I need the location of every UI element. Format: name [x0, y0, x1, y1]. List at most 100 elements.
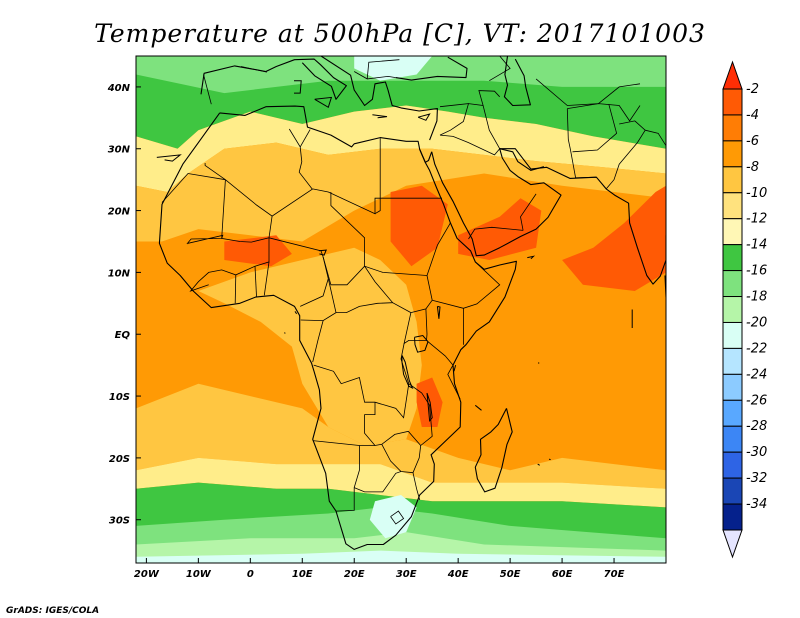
border-line: [468, 226, 524, 240]
colorbar-bin: [722, 244, 743, 272]
border-line: [410, 275, 433, 313]
x-tick-label: 50E: [500, 569, 521, 580]
y-tick-label: 10S: [109, 392, 130, 403]
border-line: [234, 274, 237, 304]
y-tick-label: 10N: [108, 268, 131, 279]
cyprus-island: [417, 113, 431, 121]
field-region-sahara-light-orange: [136, 142, 666, 242]
x-tick-label: 60E: [552, 569, 573, 580]
balkans-turkey-coast: [320, 56, 438, 141]
y-axis: 40N 30N 20N 10N EQ 10S 20S 30S: [107, 83, 141, 527]
madagascar-coast: [474, 408, 513, 493]
colorbar-top-arrow: [722, 60, 743, 90]
border-line: [374, 138, 381, 215]
islands: [120, 80, 633, 466]
map-frame: [135, 55, 667, 564]
y-tick-label: 20S: [109, 454, 130, 465]
border-line: [535, 78, 641, 106]
colorbar-label: -8: [746, 160, 759, 175]
reunion-island: [537, 463, 540, 466]
y-tick-label: EQ: [115, 330, 131, 341]
border-line: [225, 179, 442, 217]
cape-verde-island: [120, 229, 130, 241]
sicily-island: [314, 96, 333, 109]
red-sea-sinai-coast: [419, 149, 433, 163]
border-line: [288, 128, 313, 190]
colorbar-label: -18: [746, 290, 767, 305]
colorbar-label: -22: [746, 341, 767, 356]
sri-lanka-coast: [664, 273, 666, 298]
field-region-south-atlantic-light-orange: [136, 383, 666, 489]
colorbar-bin: [722, 373, 743, 401]
mediterranean-north-coast: [200, 58, 347, 100]
colorbar-label: -12: [746, 212, 767, 227]
colorbar-bin: [722, 114, 743, 142]
colorbar-label: -32: [746, 471, 767, 486]
sao-tome-island: [284, 332, 286, 334]
colorbar-bin: [722, 477, 743, 505]
country-borders: [161, 56, 666, 525]
border-line: [189, 237, 270, 292]
border-line: [299, 129, 311, 148]
border-line: [364, 402, 376, 446]
x-tick-label: 20E: [344, 569, 365, 580]
border-line: [400, 343, 433, 446]
colorbar-label: -20: [746, 315, 767, 330]
colorbar-bin: [722, 166, 743, 194]
colorbar-label: -2: [746, 82, 759, 97]
border-line: [327, 278, 393, 314]
colorbar-label: -24: [746, 367, 767, 382]
colorbar-bin: [722, 140, 743, 168]
border-line: [403, 312, 427, 345]
lake-victoria: [414, 334, 429, 353]
field-region-south-pale-band: [136, 457, 666, 508]
colorbar-bin: [722, 503, 743, 531]
field-region-india-hot-spot: [562, 185, 666, 291]
colorbar-label: -10: [746, 186, 767, 201]
colorbar-bin: [722, 425, 743, 453]
black-sea-coast: [395, 56, 468, 81]
colorbar-bin: [722, 321, 743, 349]
border-line: [468, 103, 501, 149]
sardinia-island: [294, 80, 302, 94]
border-line: [381, 444, 422, 474]
x-tick-label: 10W: [186, 569, 212, 580]
border-line: [313, 364, 410, 419]
bioko-island: [294, 311, 298, 315]
colorbar-label: -4: [746, 108, 759, 123]
colorbar-label: -16: [746, 264, 767, 279]
x-axis: 20W 10W 0 10E 20E 30E 40E 50E 60E 70E: [134, 558, 625, 580]
field-region-south-cyan: [136, 550, 666, 563]
border-line: [263, 261, 270, 296]
colorbar-bin: [722, 218, 743, 246]
map-area: [120, 56, 666, 563]
lake-chad: [318, 249, 327, 256]
colorbar-bin: [722, 451, 743, 479]
colorbar-label: -26: [746, 393, 767, 408]
mauritius-island: [548, 458, 551, 461]
socotra-island: [527, 255, 536, 260]
border-line: [520, 193, 537, 231]
border-line: [432, 261, 501, 309]
colorbar-bin: [722, 399, 743, 427]
border-line: [203, 74, 212, 105]
crete-island: [372, 114, 388, 119]
figure-title: Temperature at 500hPa [C], VT: 201710100…: [94, 19, 706, 48]
coastlines: [158, 56, 666, 550]
x-tick-label: 40E: [447, 569, 469, 580]
colorbar-bin: [722, 88, 743, 116]
border-line: [439, 134, 501, 156]
y-tick-label: 30N: [108, 145, 131, 156]
border-line: [572, 104, 618, 153]
colorbar-bottom-arrow: [722, 529, 743, 559]
field-region-lesotho-cold-spot: [369, 495, 417, 539]
border-line: [645, 129, 666, 146]
canary-islands-island: [156, 154, 182, 162]
colorbar-label: -34: [746, 497, 767, 512]
colorbar: -2 -4 -6 -8 -10 -12 -14 -16 -18 -20 -22 -24 -26 -28 -3…: [722, 60, 767, 559]
field-region-west-africa-hot-spot: [224, 235, 292, 267]
colorbar-bin: [722, 192, 743, 220]
y-tick-label: 30S: [109, 516, 130, 527]
border-line: [412, 472, 421, 501]
